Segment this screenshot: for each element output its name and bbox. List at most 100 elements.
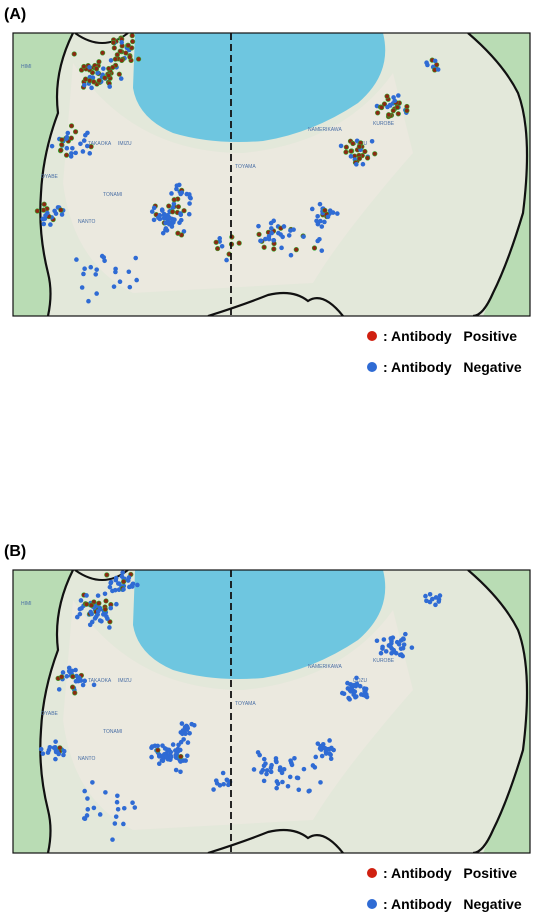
positive-swatch	[367, 868, 377, 878]
negative-point	[117, 279, 123, 285]
positive-point	[166, 203, 172, 209]
positive-point	[71, 51, 77, 57]
negative-point	[101, 255, 107, 260]
negative-point	[391, 649, 397, 655]
negative-point	[151, 217, 157, 223]
negative-point	[374, 638, 380, 644]
negative-point	[94, 291, 99, 296]
negative-point	[178, 211, 183, 216]
negative-point	[352, 682, 357, 688]
negative-point	[160, 753, 165, 759]
negative-point	[135, 582, 140, 588]
negative-point	[95, 608, 101, 614]
negative-point	[224, 777, 230, 783]
negative-point	[149, 744, 155, 749]
positive-point	[261, 244, 267, 250]
negative-point	[317, 746, 323, 751]
negative-point	[161, 213, 167, 218]
negative-point	[301, 766, 307, 772]
negative-point	[88, 264, 94, 270]
negative-point	[322, 745, 328, 751]
negative-point	[170, 217, 176, 223]
negative-point	[391, 95, 396, 100]
negative-point	[60, 670, 66, 675]
negative-point	[74, 673, 79, 679]
negative-point	[398, 646, 404, 651]
negative-point	[341, 691, 347, 697]
negative-point	[258, 238, 264, 244]
negative-point	[261, 756, 267, 762]
negative-point	[315, 213, 320, 219]
negative-point	[285, 783, 291, 789]
negative-point	[61, 752, 66, 758]
negative-point	[81, 816, 87, 821]
positive-point	[110, 39, 117, 46]
negative-point	[432, 58, 438, 64]
negative-point	[118, 76, 124, 81]
panel-label: (B)	[4, 543, 26, 560]
negative-point	[398, 638, 404, 643]
negative-point	[87, 151, 93, 156]
negative-point	[171, 201, 177, 207]
positive-point	[362, 148, 368, 155]
negative-point	[263, 236, 268, 242]
negative-point	[45, 750, 51, 755]
negative-point	[273, 756, 279, 761]
negative-point	[396, 641, 402, 647]
positive-point	[213, 239, 219, 245]
positive-point	[111, 45, 117, 51]
negative-point	[263, 761, 268, 766]
negative-point	[160, 208, 165, 213]
positive-point	[395, 111, 401, 117]
negative-point	[279, 245, 284, 251]
negative-point	[113, 814, 119, 819]
negative-point	[149, 754, 154, 760]
negative-point	[319, 224, 325, 229]
negative-point	[362, 688, 367, 694]
negative-point	[430, 596, 435, 602]
negative-point	[364, 694, 370, 700]
negative-point	[160, 743, 165, 748]
negative-point	[91, 682, 97, 688]
negative-point	[179, 721, 185, 726]
map-content: HIMI TAKAOKA IMIZU OYABE TONAMI NANTO TOYAMA NA…	[13, 570, 530, 853]
positive-point	[96, 600, 102, 606]
negative-point	[181, 737, 186, 742]
negative-point	[289, 762, 295, 768]
negative-point	[54, 749, 60, 754]
map-content: HIMI TAKAOKA IMIZU OYABE TONAMI NANTO TOYAMA NA…	[13, 33, 530, 316]
bay	[133, 33, 386, 142]
legend-text: : Antibody Negative	[383, 359, 522, 375]
negative-point	[214, 781, 220, 786]
negative-point	[84, 143, 90, 149]
negative-point	[178, 769, 183, 775]
negative-point	[108, 579, 114, 585]
positive-point	[106, 65, 112, 72]
place-name: OYABE	[41, 711, 59, 717]
positive-point	[256, 231, 262, 237]
negative-point	[186, 211, 192, 217]
negative-point	[423, 593, 428, 599]
negative-point	[89, 85, 94, 91]
positive-point	[129, 45, 135, 51]
negative-point	[319, 248, 325, 253]
negative-point	[120, 570, 125, 575]
negative-point	[211, 787, 216, 792]
negative-point	[348, 689, 354, 694]
negative-point	[354, 162, 359, 167]
positive-point	[175, 230, 181, 236]
place-name: NANTO	[78, 756, 96, 762]
negative-point	[79, 285, 85, 290]
negative-point	[94, 267, 99, 272]
positive-point	[364, 155, 371, 161]
negative-point	[184, 753, 190, 759]
negative-point	[78, 598, 84, 603]
positive-point	[350, 140, 356, 147]
negative-point	[306, 788, 312, 794]
negative-point	[66, 665, 72, 671]
negative-point	[69, 668, 75, 674]
negative-point	[286, 233, 292, 238]
positive-point	[58, 207, 64, 213]
map: HIMI TAKAOKA IMIZU OYABE TONAMI NANTO TOYAMA NA…	[12, 32, 531, 317]
negative-point	[85, 796, 90, 801]
